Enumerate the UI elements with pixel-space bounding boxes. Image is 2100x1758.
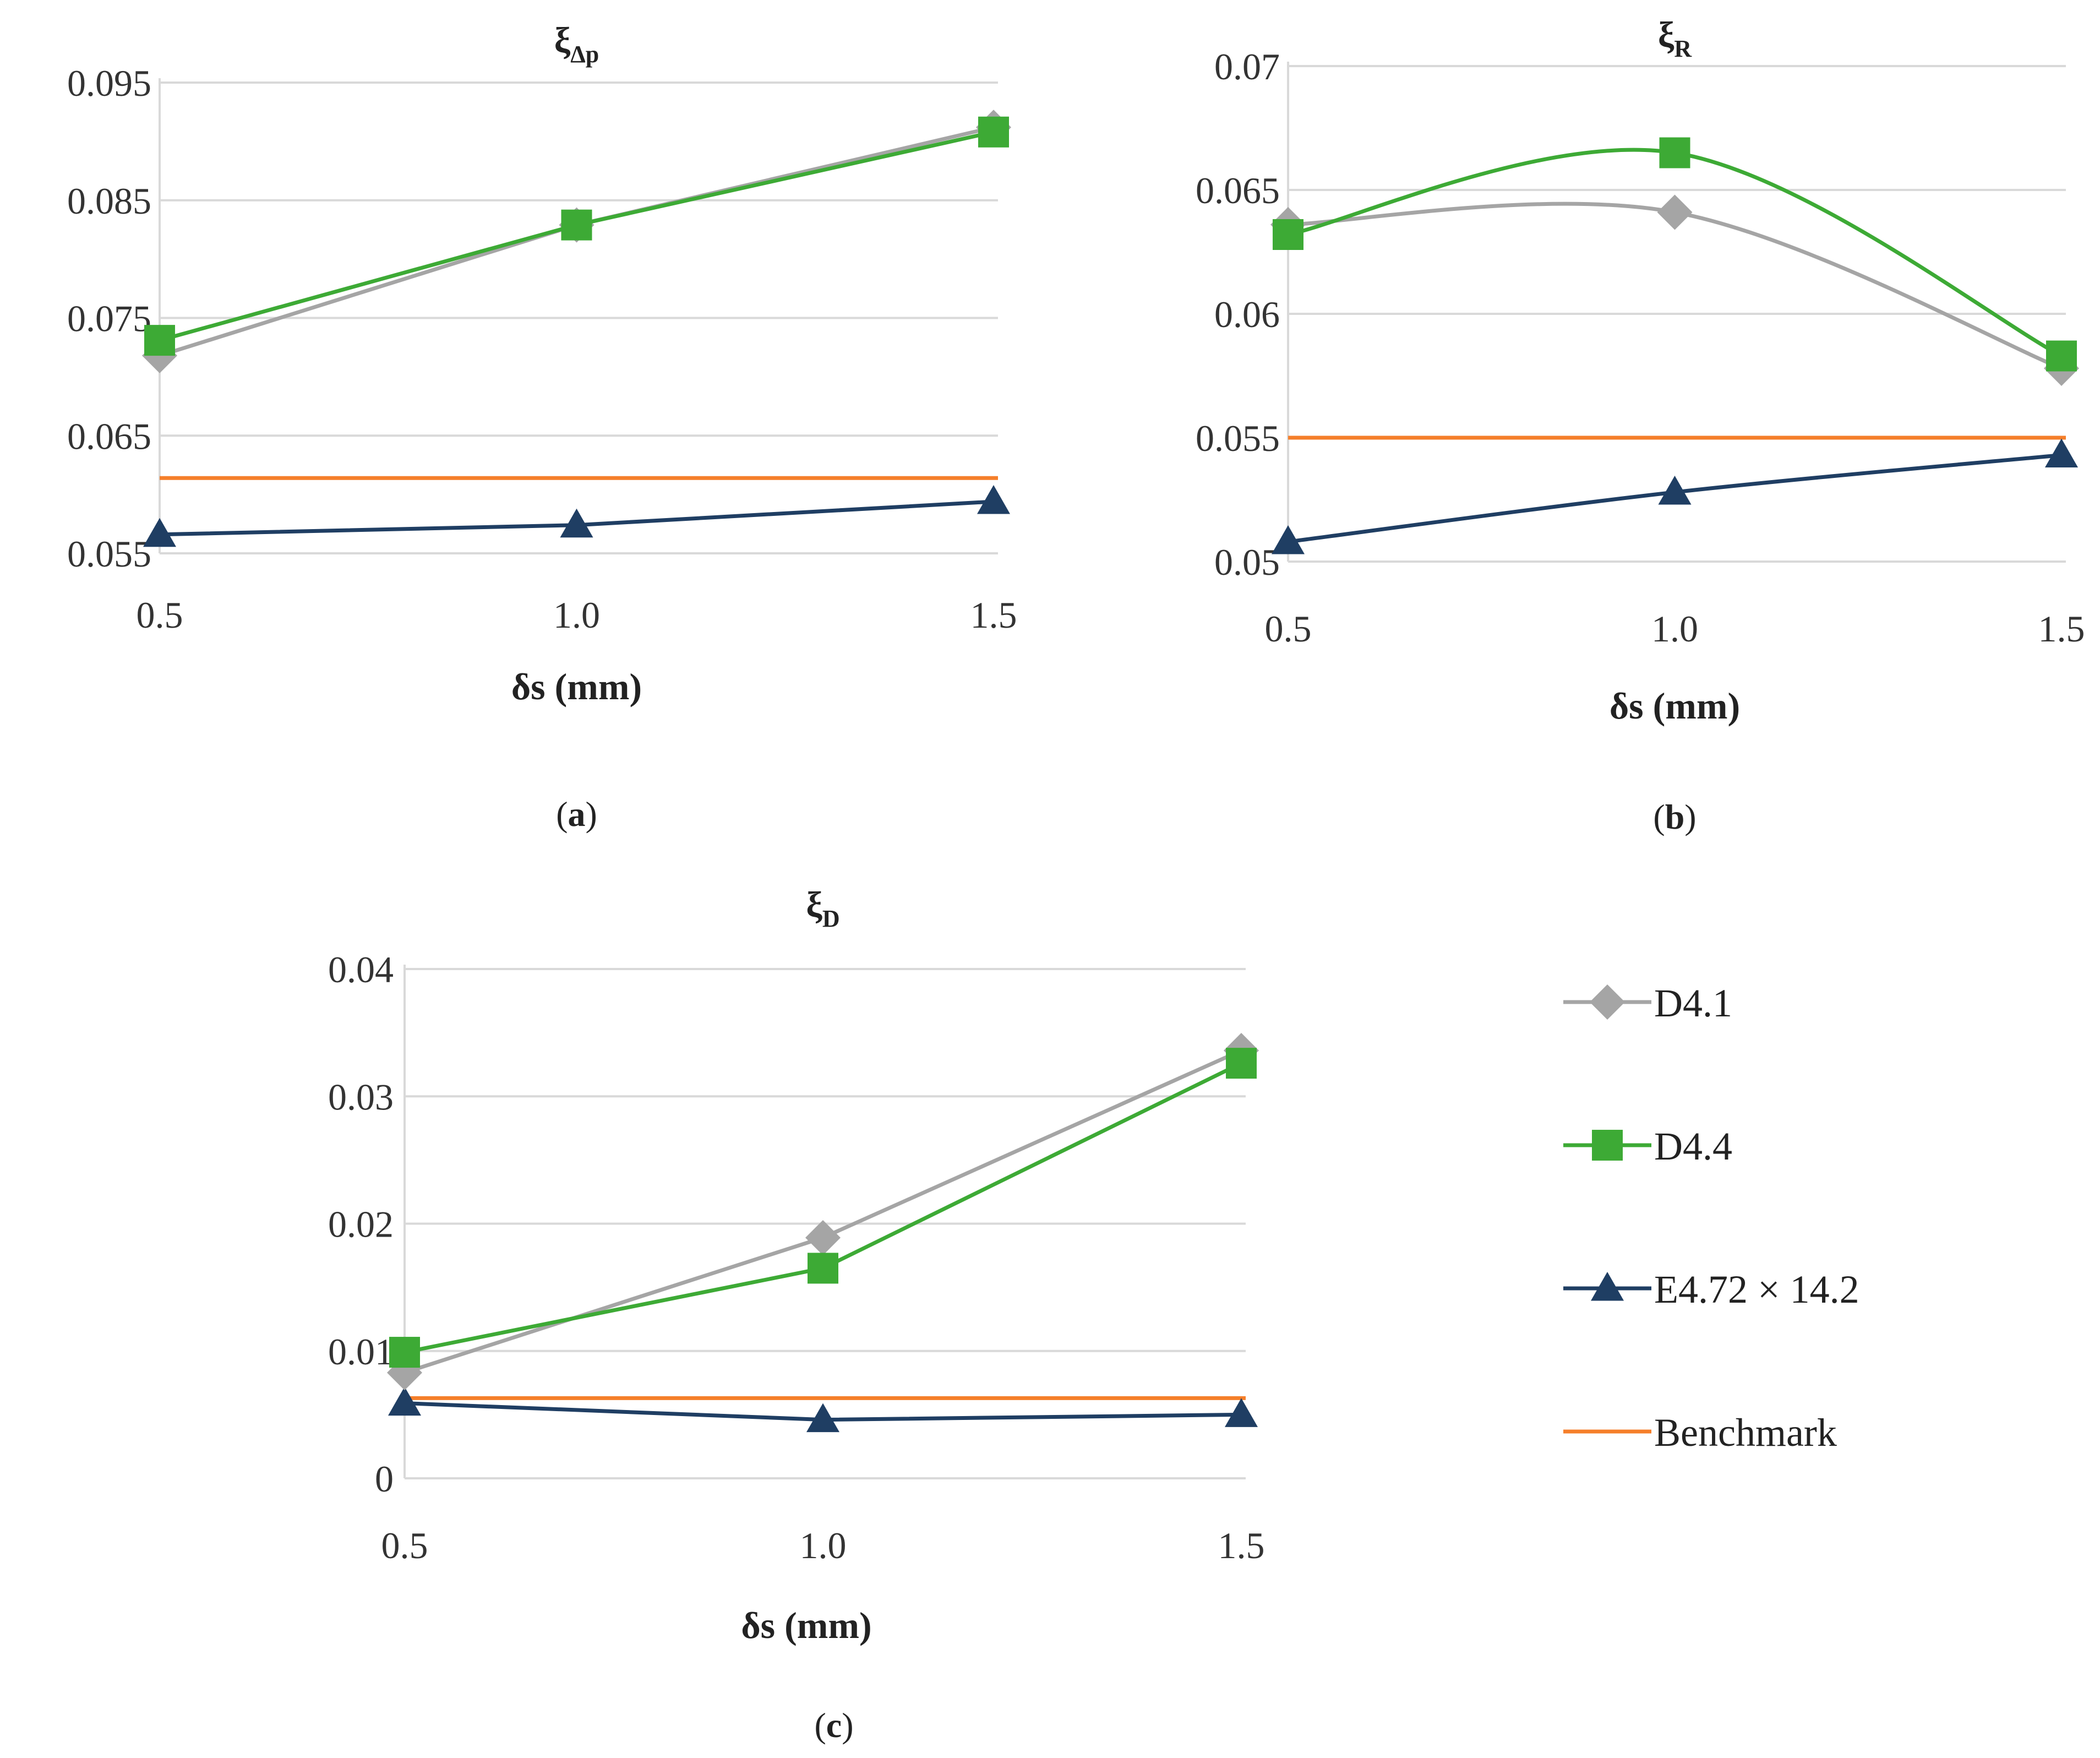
chart-a-panel-label: (a) <box>556 794 597 834</box>
chart-c-y-tick-label: 0.02 <box>328 1204 394 1245</box>
chart-b-point-e4-72 <box>2045 438 2078 467</box>
chart-a-x-tick-label: 0.5 <box>137 594 183 636</box>
chart-b-y-tick-label: 0.055 <box>1196 417 1280 459</box>
chart-a-y-tick-label: 0.095 <box>67 62 151 104</box>
chart-c-point-d4-4 <box>1226 1048 1257 1079</box>
chart-b-x-axis-label: δs (mm) <box>1610 685 1740 727</box>
chart-c-point-e4-72 <box>806 1403 839 1433</box>
chart-b-title-symbol: ξ <box>1658 15 1674 55</box>
chart-panel-c: 0 0.01 0.02 0.03 0.04 0.5 1.0 1.5 δs (mm) ξD (c) <box>328 885 1265 1745</box>
legend: D4.1 D4.4 E4.72 × 14.2 Benchmark <box>1563 981 1859 1455</box>
legend-label-e4-72: E4.72 × 14.2 <box>1654 1267 1859 1311</box>
chart-a-y-tick-label: 0.065 <box>67 415 151 457</box>
chart-c-point-e4-72 <box>1225 1398 1258 1427</box>
chart-b-title-subscript: R <box>1674 35 1692 62</box>
chart-c-y-tick-label: 0.03 <box>328 1076 394 1118</box>
chart-a-point-d4-4 <box>561 209 592 241</box>
chart-b-y-tick-label: 0.07 <box>1214 46 1280 88</box>
chart-a-point-e4-72 <box>977 485 1010 514</box>
chart-b-series-line-d4-4 <box>1288 148 2063 358</box>
chart-c-y-tick-label: 0 <box>375 1458 394 1500</box>
chart-a-point-d4-4 <box>144 325 175 356</box>
chart-a-title: ξΔp <box>554 20 599 68</box>
chart-c-y-tick-label: 0.01 <box>328 1331 394 1373</box>
chart-b-x-tick-label: 0.5 <box>1265 608 1312 650</box>
chart-b-point-e4-72 <box>1272 525 1305 554</box>
chart-b-x-tick-label: 1.5 <box>2038 608 2085 650</box>
chart-c-x-axis-label: δs (mm) <box>741 1604 871 1646</box>
chart-b-panel-label: (b) <box>1653 797 1696 836</box>
chart-c-title-subscript: D <box>822 905 840 932</box>
chart-b-point-d4-4 <box>1659 137 1690 168</box>
chart-b-point-d4-4 <box>1273 219 1303 250</box>
chart-a-point-d4-4 <box>978 116 1009 148</box>
chart-a-y-tick-label: 0.085 <box>67 180 151 222</box>
chart-panel-a: 0.055 0.065 0.075 0.085 0.095 0.5 1.0 1.5 δs (mm… <box>67 20 1017 834</box>
legend-marker-d4-4 <box>1592 1130 1623 1161</box>
legend-label-d4-4: D4.4 <box>1654 1124 1732 1168</box>
chart-b-x-tick-label: 1.0 <box>1651 608 1698 650</box>
chart-c-y-tick-label: 0.04 <box>328 949 394 990</box>
chart-b-y-tick-label: 0.065 <box>1196 170 1280 211</box>
chart-a-x-axis-label: δs (mm) <box>511 666 642 707</box>
chart-b-point-d4-1 <box>1657 194 1693 230</box>
chart-a-point-e4-72 <box>143 518 176 547</box>
legend-marker-e4-72 <box>1591 1272 1624 1301</box>
legend-label-d4-1: D4.1 <box>1654 981 1732 1025</box>
chart-a-y-tick-label: 0.075 <box>67 298 151 340</box>
chart-c-x-tick-label: 1.5 <box>1218 1525 1265 1566</box>
chart-b-y-tick-label: 0.06 <box>1214 293 1280 335</box>
legend-marker-d4-1 <box>1590 984 1625 1020</box>
chart-a-title-symbol: ξ <box>554 20 571 61</box>
chart-c-panel-label: (c) <box>814 1706 853 1745</box>
chart-c-point-d4-4 <box>808 1253 838 1284</box>
chart-c-point-d4-4 <box>389 1337 420 1368</box>
chart-c-title-symbol: ξ <box>806 885 822 925</box>
chart-b-title: ξR <box>1658 15 1692 62</box>
chart-b-y-tick-label: 0.05 <box>1214 541 1280 583</box>
chart-a-x-tick-label: 1.5 <box>970 594 1017 636</box>
chart-a-point-e4-72 <box>560 508 593 538</box>
chart-a-title-subscript: Δp <box>570 41 599 68</box>
chart-c-x-tick-label: 0.5 <box>381 1525 428 1566</box>
legend-label-benchmark: Benchmark <box>1654 1411 1837 1455</box>
chart-a-y-tick-label: 0.055 <box>67 533 151 575</box>
chart-b-point-e4-72 <box>1658 476 1692 505</box>
chart-c-point-e4-72 <box>388 1386 421 1416</box>
chart-c-point-d4-1 <box>805 1220 841 1255</box>
chart-c-x-tick-label: 1.0 <box>800 1525 847 1566</box>
chart-a-x-tick-label: 1.0 <box>553 594 600 636</box>
chart-panel-b: 0.05 0.055 0.06 0.065 0.07 0.5 1.0 1.5 δs (mm) ξR… <box>1196 15 2085 836</box>
chart-c-title: ξD <box>806 885 839 932</box>
chart-b-point-d4-4 <box>2046 340 2077 372</box>
chart-c-series-line-d4-1 <box>403 1048 1242 1375</box>
